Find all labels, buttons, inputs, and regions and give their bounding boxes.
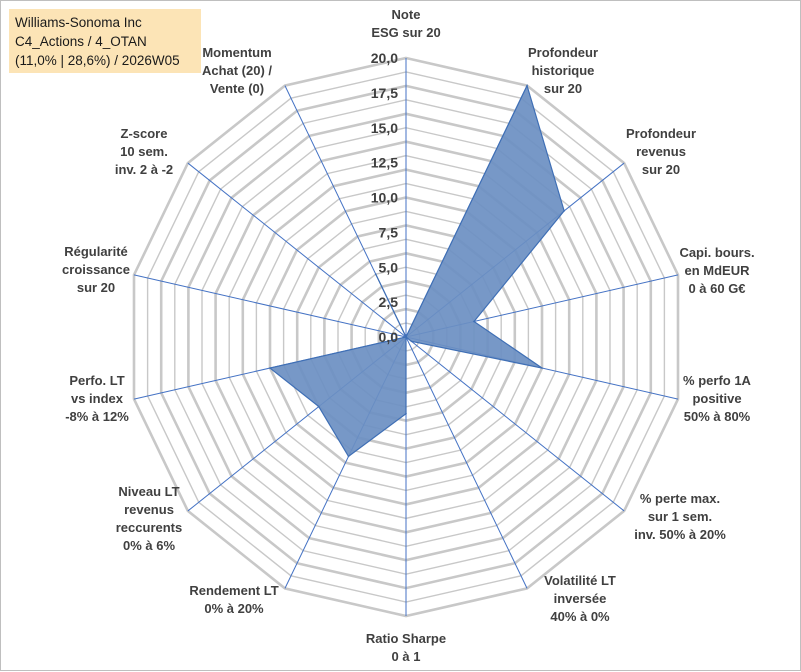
data-point xyxy=(563,210,565,212)
axis-spoke xyxy=(405,336,625,512)
tick-label: 12,5 xyxy=(371,155,398,171)
chart-title-box: Williams-Sonoma Inc C4_Actions / 4_OTAN … xyxy=(9,9,201,73)
axis-label: Capi. bours. en MdEUR 0 à 60 G€ xyxy=(679,245,754,296)
axis-label-line: en MdEUR xyxy=(685,263,751,278)
tick-label: 2,5 xyxy=(379,294,399,310)
axis-label-line: 0% à 20% xyxy=(204,601,264,616)
axis-label-line: Ratio Sharpe xyxy=(366,631,446,646)
data-point xyxy=(374,273,377,275)
axis-label-line: 40% à 0% xyxy=(550,609,610,624)
axis-label-layer: Note ESG sur 20 Profondeur historique sur 20… xyxy=(62,7,755,664)
axis-label-line: -8% à 12% xyxy=(65,409,129,424)
axis-label-line: revenus xyxy=(636,144,686,159)
axis-label-line: Perfo. LT xyxy=(69,373,124,388)
axis-label: Rendement LT 0% à 20% xyxy=(189,583,278,616)
axis-label-line: 50% à 80% xyxy=(684,409,751,424)
axis-spoke xyxy=(133,274,407,338)
axis-label-line: Profondeur xyxy=(626,126,696,141)
title-stats: (11,0% | 28,6%) / 2026W05 xyxy=(15,53,180,68)
axis-label-line: 0 à 60 G€ xyxy=(688,281,745,296)
axis-label-line: Z-score xyxy=(121,126,168,141)
axis-label-line: ESG sur 20 xyxy=(371,25,440,40)
axis-label-line: Note xyxy=(392,7,421,22)
tick-layer: 0,0 2,5 5,0 7,5 10,0 12,5 15,0 17,5 20,0 xyxy=(371,50,398,345)
axis-label-line: Niveau LT xyxy=(118,484,179,499)
axis-label-line: historique xyxy=(532,63,595,78)
axis-label-line: sur 20 xyxy=(544,81,582,96)
axis-label: Note ESG sur 20 xyxy=(371,7,440,40)
axis-label-line: 0% à 6% xyxy=(123,538,175,553)
data-point xyxy=(405,412,407,415)
tick-label: 17,5 xyxy=(371,85,398,101)
data-point xyxy=(317,405,320,408)
axis-label: Momentum Achat (20) / Vente (0) xyxy=(202,45,272,96)
axis-label-line: Capi. bours. xyxy=(679,245,754,260)
tick-label: 7,5 xyxy=(379,224,399,240)
axis-label-line: sur 20 xyxy=(642,162,680,177)
tick-label: 15,0 xyxy=(371,120,398,136)
axis-spoke xyxy=(405,336,528,589)
axis-label-line: % perfo 1A xyxy=(683,373,752,388)
axis-label-line: sur 1 sem. xyxy=(648,509,712,524)
axis-label-line: croissance xyxy=(62,262,130,277)
data-layer xyxy=(268,83,565,458)
series-area xyxy=(268,83,565,458)
axis-label-line: vs index xyxy=(71,391,124,406)
axis-spoke xyxy=(187,162,407,338)
data-point xyxy=(405,336,407,338)
axis-label-line: revenus xyxy=(124,502,174,517)
data-point xyxy=(269,367,271,369)
axis-label-line: Rendement LT xyxy=(189,583,278,598)
tick-label: 20,0 xyxy=(371,50,398,66)
tick-label: 0,0 xyxy=(379,329,399,345)
axis-label-line: Volatilité LT xyxy=(544,573,616,588)
axis-label-line: Momentum xyxy=(202,45,271,60)
axis-label-line: positive xyxy=(692,391,741,406)
axis-label-line: Vente (0) xyxy=(210,81,264,96)
axis-label-line: Profondeur xyxy=(528,45,598,60)
data-point xyxy=(347,455,350,458)
title-company: Williams-Sonoma Inc xyxy=(15,15,142,30)
axis-label-line: inv. 2 à -2 xyxy=(115,162,173,177)
axis-label: Volatilité LT inversée 40% à 0% xyxy=(544,573,616,624)
axis-label-line: 10 sem. xyxy=(120,144,168,159)
title-category: C4_Actions / 4_OTAN xyxy=(15,34,147,49)
axis-label-line: Régularité xyxy=(64,244,128,259)
axis-label: % perfo 1A positive 50% à 80% xyxy=(683,373,752,424)
axis-label: Profondeur revenus sur 20 xyxy=(626,126,696,177)
data-point xyxy=(541,367,543,369)
axis-label: Régularité croissance sur 20 xyxy=(62,244,130,295)
axis-label-line: inv. 50% à 20% xyxy=(634,527,726,542)
axis-label: Niveau LT revenus reccurents 0% à 6% xyxy=(116,484,182,553)
data-point xyxy=(526,84,528,87)
axis-label: Z-score 10 sem. inv. 2 à -2 xyxy=(115,126,173,177)
axis-label: Ratio Sharpe 0 à 1 xyxy=(366,631,446,664)
axis-label: Profondeur historique sur 20 xyxy=(528,45,598,96)
data-point xyxy=(473,320,475,323)
axis-label-line: sur 20 xyxy=(77,280,115,295)
axis-label-line: 0 à 1 xyxy=(392,649,421,664)
axis-label: % perte max. sur 1 sem. inv. 50% à 20% xyxy=(634,491,726,542)
data-point xyxy=(410,340,413,343)
axis-label-line: % perte max. xyxy=(640,491,720,506)
tick-label: 5,0 xyxy=(379,259,399,275)
tick-label: 10,0 xyxy=(371,190,398,206)
axis-label-line: reccurents xyxy=(116,520,182,535)
axis-label-line: Achat (20) / xyxy=(202,63,272,78)
axis-label-line: inversée xyxy=(554,591,607,606)
axis-label: Perfo. LT vs index -8% à 12% xyxy=(65,373,129,424)
